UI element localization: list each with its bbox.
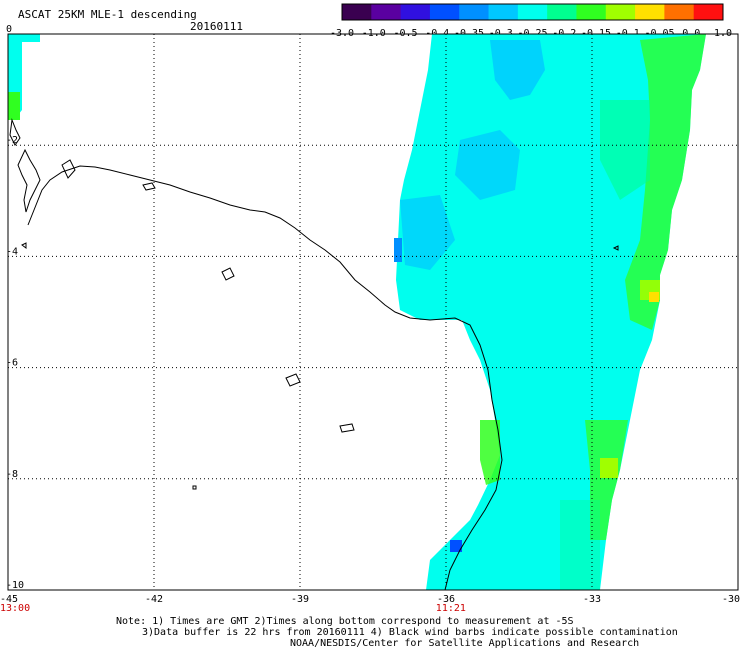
map-date: 20160111: [190, 20, 243, 33]
latitude-label: -4: [6, 246, 18, 257]
colorbar-swatch: [605, 4, 636, 20]
longitude-label: -36: [437, 594, 455, 605]
note-line-2: 3)Data buffer is 22 hrs from 20160111 4)…: [142, 627, 678, 638]
colorbar-swatch: [342, 4, 372, 20]
colorbar-swatch: [488, 4, 519, 20]
latitude-label: -6: [6, 358, 18, 369]
colorbar-swatch: [400, 4, 431, 20]
colorbar-swatch: [576, 4, 607, 20]
colorbar-swatch: [635, 4, 665, 20]
longitude-label: -33: [583, 594, 601, 605]
swath-right: [394, 34, 706, 590]
latitude-label: 0: [6, 24, 12, 35]
note-line-1: Note: 1) Times are GMT 2)Times along bot…: [116, 616, 574, 627]
colorbar-swatch: [517, 4, 548, 20]
colorbar-swatch: [371, 4, 402, 20]
time-label: 13:00: [0, 603, 30, 614]
note-line-3: NOAA/NESDIS/Center for Satellite Applica…: [290, 638, 640, 649]
longitude-labels: -45 -42 -39 -36 -33 -30: [0, 594, 740, 605]
map-title: ASCAT 25KM MLE-1 descending: [18, 8, 197, 21]
graticule: [7, 33, 739, 591]
colorbar-swatches: [342, 4, 724, 20]
latitude-label: -8: [6, 469, 18, 480]
colorbar-swatch: [459, 4, 490, 20]
colorbar-swatch: [429, 4, 460, 20]
colorbar-frame: [341, 3, 724, 21]
swath-left: [8, 34, 40, 120]
time-labels: 13:00 11:21: [0, 603, 466, 614]
longitude-label: -45: [0, 594, 18, 605]
longitude-label: -42: [145, 594, 163, 605]
longitude-label: -39: [291, 594, 309, 605]
time-label: 11:21: [436, 603, 466, 614]
longitude-label: -30: [722, 594, 740, 605]
colorbar-swatch: [664, 4, 695, 20]
colorbar-swatch: [547, 4, 577, 20]
latitude-label: -10: [6, 580, 24, 591]
coastline: [9, 118, 619, 590]
latitude-labels: 0 -2 -4 -6 -8 -10: [6, 24, 24, 591]
colorbar-swatch: [693, 4, 724, 20]
latitude-label: -2: [6, 135, 18, 146]
